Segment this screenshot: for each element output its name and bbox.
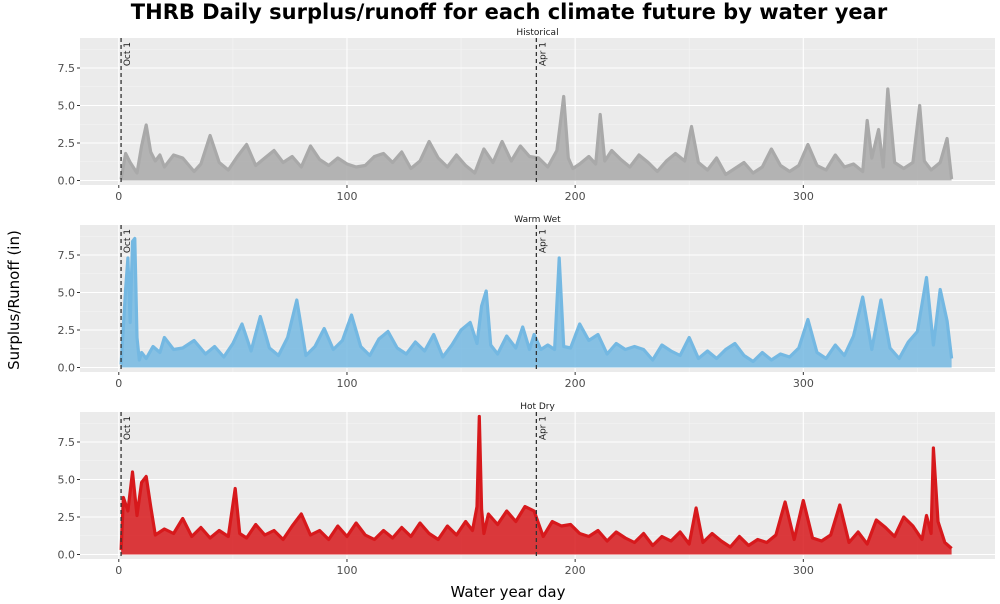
reference-line-label: Oct 1 [123,42,133,66]
panel-title: Historical [516,28,558,38]
series-line [119,87,954,180]
x-axis-label: Water year day [451,583,566,600]
panel-hot-dry: Hot Dry 0.0 2.5 5.0 7.5 0 100 200 300 Oct 1 Apr 1 [58,402,995,577]
reference-line-label: Oct 1 [123,229,133,253]
series-line [119,236,954,365]
y-tick-label: 7.5 [58,62,76,75]
y-tick-label: 0.0 [58,362,76,375]
x-tick-label: 100 [336,377,357,390]
panel-warm-wet: Warm Wet 0.0 2.5 5.0 7.5 0 100 200 300 Oct 1 Apr 1 [58,215,995,390]
y-tick-label: 7.5 [58,436,76,449]
y-axis-label: Surplus/Runoff (in) [5,230,23,370]
x-tick-label: 300 [793,377,814,390]
x-tick-label: 300 [793,564,814,577]
y-tick-label: 5.0 [58,100,76,113]
reference-line-label: Apr 1 [538,42,548,66]
y-tick-label: 2.5 [58,324,76,337]
chart-title: THRB Daily surplus/runoff for each clima… [131,0,888,24]
x-tick-label: 200 [565,190,586,203]
y-tick-label: 0.0 [58,549,76,562]
y-tick-label: 5.0 [58,287,76,300]
reference-line-label: Apr 1 [538,229,548,253]
series-area [121,89,952,181]
x-tick-label: 200 [565,377,586,390]
x-tick-label: 0 [115,190,122,203]
y-tick-label: 5.0 [58,474,76,487]
reference-line-label: Apr 1 [538,416,548,440]
panel-historical: Historical 0.0 2.5 5.0 7.5 0 100 200 300 Oct 1 Apr… [58,28,995,203]
series-line [119,414,953,551]
y-tick-label: 0.0 [58,175,76,188]
x-tick-label: 100 [336,564,357,577]
y-tick-label: 7.5 [58,249,76,262]
x-tick-label: 300 [793,190,814,203]
x-tick-label: 200 [565,564,586,577]
panel-title: Hot Dry [520,402,555,412]
y-tick-label: 2.5 [58,511,76,524]
panel-title: Warm Wet [514,215,561,225]
reference-line-label: Oct 1 [123,416,133,440]
x-tick-label: 100 [336,190,357,203]
x-tick-label: 0 [115,377,122,390]
x-tick-label: 0 [115,564,122,577]
y-tick-label: 2.5 [58,137,76,150]
